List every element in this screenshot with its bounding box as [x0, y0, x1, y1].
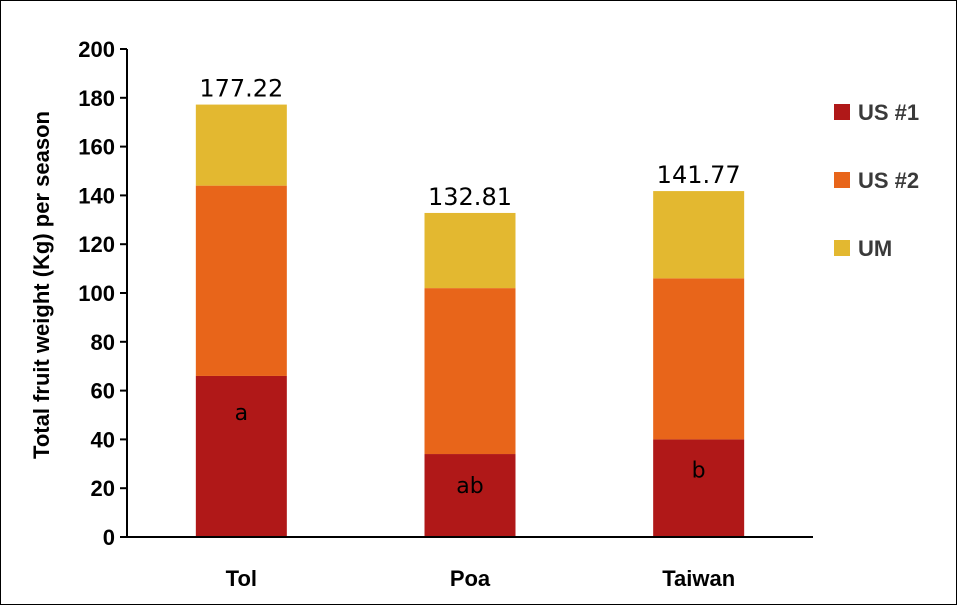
significance-letter-poa: ab: [456, 474, 483, 499]
y-tick-label: 0: [103, 525, 115, 550]
legend-swatch-series-2: [834, 172, 850, 188]
y-tick-label: 140: [78, 183, 115, 208]
bar-tol-series-1: [195, 375, 287, 537]
y-tick-label: 100: [78, 281, 115, 306]
bar-taiwan-series-1: [653, 439, 745, 537]
bars-layer: 177.22 a 132.81 ab 141.77 b: [195, 75, 745, 537]
legend-swatch-series-1: [834, 104, 850, 120]
bar-taiwan-series-2: [653, 278, 745, 440]
y-tick-label: 160: [78, 135, 115, 160]
y-tick-label: 60: [91, 379, 115, 404]
bar-poa-series-3: [424, 212, 516, 289]
total-label-tol: 177.22: [199, 75, 283, 103]
legend-label-series-2: US #2: [858, 168, 919, 193]
total-label-poa: 132.81: [428, 183, 512, 211]
x-tick-label-poa: Poa: [450, 566, 491, 591]
y-tick-label: 40: [91, 427, 115, 452]
x-tick-label-taiwan: Taiwan: [662, 566, 735, 591]
x-tick-label-tol: Tol: [226, 566, 257, 591]
legend-label-series-1: US #1: [858, 100, 919, 125]
legend-label-series-3: UM: [858, 236, 892, 261]
bar-taiwan-series-3: [653, 191, 745, 279]
y-axis-label: Total fruit weight (Kg) per season: [29, 111, 54, 459]
y-tick-label: 80: [91, 330, 115, 355]
total-label-taiwan: 141.77: [657, 161, 741, 189]
y-axis: 0 20 40 60 80 100 120 140 160 180 200: [78, 37, 128, 550]
y-tick-label: 180: [78, 86, 115, 111]
y-tick-label: 200: [78, 37, 115, 62]
bar-tol-series-2: [195, 185, 287, 376]
x-axis: Tol Poa Taiwan: [127, 536, 813, 591]
legend-swatch-series-3: [834, 240, 850, 256]
y-tick-label: 20: [91, 476, 115, 501]
significance-letter-tol: a: [235, 401, 248, 426]
bar-poa-series-2: [424, 288, 516, 455]
bar-tol-series-3: [195, 104, 287, 186]
significance-letter-taiwan: b: [692, 458, 706, 483]
legend: US #1 US #2 UM: [834, 100, 919, 261]
bar-poa-series-1: [424, 454, 516, 537]
y-tick-label: 120: [78, 232, 115, 257]
